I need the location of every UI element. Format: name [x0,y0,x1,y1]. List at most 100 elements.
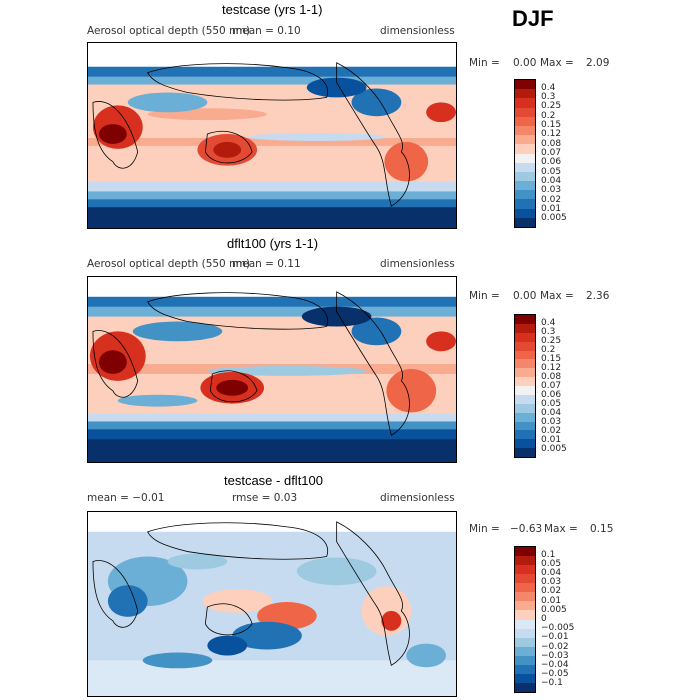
panel-2-variable-label: Aerosol optical depth (550 nm) [87,258,251,270]
colorbar-swatch [515,89,535,99]
colorbar-swatch [515,646,535,656]
colorbar-swatch [515,171,535,182]
colorbar-swatch [515,190,535,200]
colorbar-label: 0.25 [541,335,562,346]
colorbar-swatch [515,208,535,218]
colorbar-swatch [515,655,535,665]
colorbar-label: −0.02 [541,641,569,652]
panel-2-map [87,276,457,463]
colorbar-swatch [515,181,535,191]
panel-3-map [87,511,457,697]
panel-2-min-label: Min = [469,290,500,302]
colorbar-swatch [515,664,535,674]
colorbar-swatch [515,153,535,163]
colorbar-swatch [515,610,535,620]
colorbar-swatch [515,592,535,602]
colorbar-label: 0.03 [541,185,562,196]
colorbar-label: 0.12 [541,129,562,140]
colorbar-label: −0.04 [541,659,569,670]
colorbar-label: 0.03 [541,416,562,427]
colorbar-label: 0.3 [541,92,556,103]
panel-2-max-value: 2.36 [586,290,610,302]
colorbar-label: 0.12 [541,362,562,373]
panel-1-max-label: Max = [540,57,574,69]
colorbar-label: 0.15 [541,120,562,131]
colorbar-label: 0.05 [541,558,562,569]
panel-1-mean-label: mean = 0.10 [232,25,301,37]
colorbar-swatch [515,682,535,692]
panel-1-units-label: dimensionless [380,25,455,37]
colorbar-label: 0.005 [541,213,567,224]
colorbar-label: 0.06 [541,389,562,400]
colorbar-label: 0.07 [541,380,562,391]
colorbar-swatch [515,144,535,154]
panel-1-colorbar [514,79,536,228]
colorbar-swatch [515,565,535,575]
colorbar-label: 0.04 [541,175,562,186]
colorbar-label: −0.01 [541,632,569,643]
colorbar-label: 0.005 [541,443,567,454]
panel-3-min-value: −0.63 [510,523,543,535]
colorbar-swatch [515,421,535,431]
colorbar-label: −0.03 [541,650,569,661]
colorbar-swatch [515,628,535,638]
panel-3-max-label: Max = [544,523,578,535]
colorbar-label: 0.07 [541,148,562,158]
colorbar-swatch [515,217,535,227]
panel-1-map [87,42,457,229]
season-label: DJF [512,6,554,31]
colorbar-swatch [515,125,535,136]
panel-3-min-label: Min = [469,523,500,535]
colorbar-swatch [515,386,535,395]
colorbar-swatch [515,359,535,369]
colorbar-label: −0.05 [541,669,569,680]
colorbar-label: 0.01 [541,595,562,606]
panel-3-colorbar [514,546,536,693]
colorbar-swatch [515,135,535,145]
panel-3-rmse-label: rmse = 0.03 [232,492,298,504]
colorbar-swatch [515,601,535,611]
colorbar-swatch [515,350,535,360]
colorbar-label: 0.04 [541,407,562,418]
panel-2-max-label: Max = [540,290,574,302]
panel-2-mean-label: mean = 0.11 [232,258,301,270]
colorbar-label: 0.01 [541,434,562,445]
panel-1-variable-label: Aerosol optical depth (550 nm) [87,25,251,37]
colorbar-swatch [515,556,535,566]
colorbar-label: 0.01 [541,203,562,214]
colorbar-label: 0.2 [541,110,556,121]
colorbar-label: 0.1 [541,549,556,560]
panel-1-min-label: Min = [469,57,500,69]
panel-3-units-label: dimensionless [380,492,455,504]
colorbar-swatch [515,323,535,333]
panel-1-title: testcase (yrs 1-1) [222,2,323,17]
colorbar-label: 0.15 [541,353,562,364]
colorbar-label: 0.4 [541,317,556,328]
colorbar-swatch [515,574,535,584]
colorbar-label: 0.005 [541,604,567,615]
colorbar-swatch [515,403,535,413]
colorbar-swatch [515,377,535,386]
panel-2-colorbar [514,314,536,458]
colorbar-label: 0.4 [541,82,556,93]
colorbar-swatch [515,673,535,683]
colorbar-swatch [515,412,535,422]
colorbar-swatch [515,332,535,342]
panel-3-title: testcase - dflt100 [224,473,323,488]
colorbar-label: 0.2 [541,344,556,355]
colorbar-swatch [515,341,535,351]
panel-2-title: dflt100 (yrs 1-1) [227,236,319,251]
colorbar-swatch [515,430,535,440]
colorbar-swatch [515,448,535,457]
colorbar-label: 0.08 [541,138,562,149]
panel-3-max-value: 0.15 [590,523,614,535]
panel-2-min-value: 0.00 [513,290,537,302]
colorbar-swatch [515,315,535,324]
panel-3-mean-label: mean = −0.01 [87,492,165,504]
colorbar-label: −0.005 [541,623,575,634]
colorbar-label: 0.08 [541,371,562,382]
colorbar-label: −0.1 [541,678,563,689]
colorbar-swatch [515,368,535,378]
colorbar-label: 0.05 [541,166,562,177]
colorbar-swatch [515,637,535,647]
